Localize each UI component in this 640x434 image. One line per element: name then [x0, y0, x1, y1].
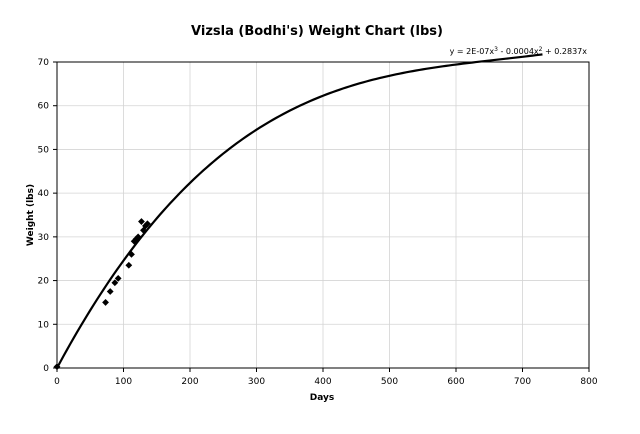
x-tick-label: 600: [447, 377, 464, 387]
data-point: [134, 233, 142, 241]
data-point: [140, 226, 147, 234]
x-tick-label: 300: [248, 377, 265, 387]
trendline-equation: y = 2E-07x3 - 0.0004x2 + 0.2837x: [450, 46, 588, 57]
data-point: [125, 261, 133, 269]
data-point: [130, 237, 138, 245]
x-tick-label: 500: [381, 377, 398, 387]
data-point: [144, 220, 151, 228]
y-tick-label: 60: [38, 102, 50, 112]
x-tick-label: 100: [115, 377, 132, 387]
data-point: [142, 222, 149, 230]
data-point: [102, 299, 109, 306]
axes: 0 100 200 300 400 500 600 700 800 0 10 20 30 40 50 60 70: [38, 58, 598, 387]
y-tick-label: 40: [38, 189, 50, 199]
x-tick-label: 400: [314, 377, 331, 387]
x-tick-label: 700: [514, 377, 531, 387]
x-tick-label: 0: [54, 377, 60, 387]
y-tick-label: 30: [38, 233, 50, 243]
data-point: [53, 363, 61, 371]
y-tick-label: 10: [38, 320, 50, 330]
trendline: [56, 53, 543, 369]
trendline-curve: [56, 53, 543, 369]
data-point: [128, 250, 135, 258]
data-point: [106, 288, 114, 295]
chart-title: Vizsla (Bodhi's) Weight Chart (lbs): [191, 24, 443, 39]
y-axis-title: Weight (lbs): [26, 184, 36, 246]
y-tick-label: 20: [38, 277, 50, 287]
x-tick-label: 200: [181, 377, 198, 387]
data-points: [53, 218, 151, 371]
data-point: [114, 274, 122, 282]
x-axis-title: Days: [310, 393, 335, 403]
data-point: [111, 279, 119, 287]
x-tick-label: 800: [580, 377, 597, 387]
data-point: [132, 235, 140, 243]
y-tick-label: 70: [38, 58, 50, 68]
y-tick-label: 0: [43, 364, 49, 374]
plot-border: [56, 61, 590, 369]
data-point: [138, 218, 145, 225]
grid-lines: [57, 62, 589, 368]
y-tick-label: 50: [38, 145, 50, 155]
